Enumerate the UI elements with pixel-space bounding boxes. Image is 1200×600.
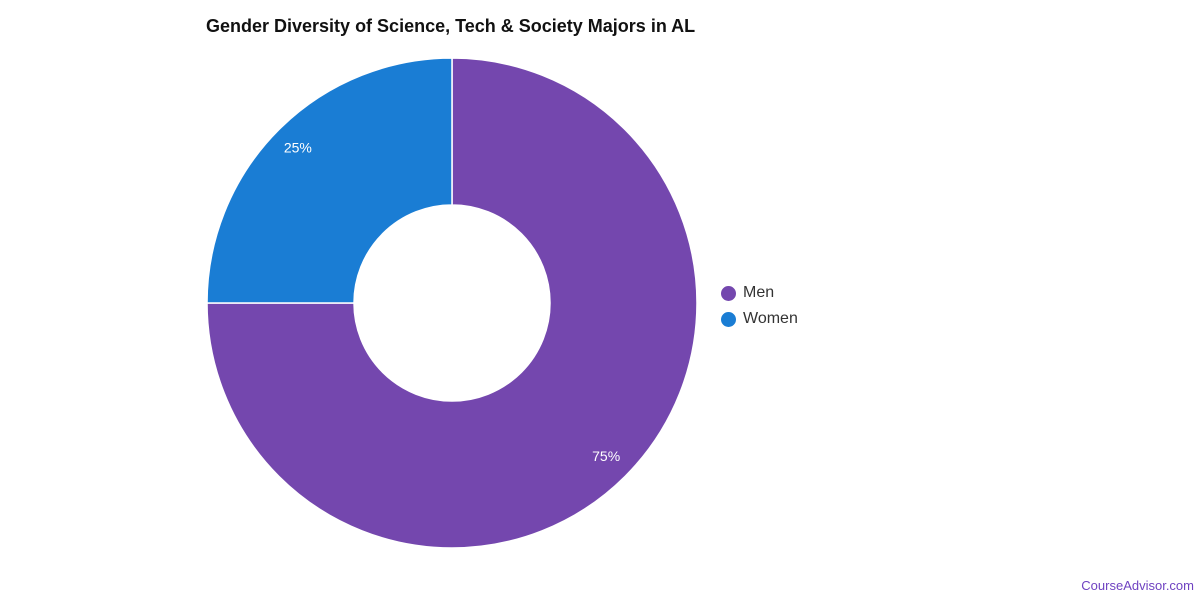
legend-swatch-men [721, 285, 736, 301]
legend-label-women: Women [743, 310, 798, 327]
source-credit[interactable]: CourseAdvisor.com [1081, 578, 1194, 593]
chart-title: Gender Diversity of Science, Tech & Soci… [206, 16, 696, 36]
legend-item-men[interactable]: Men [721, 280, 798, 306]
data-label-women: 25% [284, 140, 312, 156]
legend-item-women[interactable]: Women [721, 306, 798, 332]
legend-label-men: Men [743, 284, 775, 301]
legend-swatch-women [721, 311, 736, 327]
slice-men[interactable] [206, 57, 698, 549]
legend: Men Women [721, 280, 798, 332]
data-label-men: 75% [592, 448, 620, 464]
slice-women[interactable] [206, 57, 453, 304]
